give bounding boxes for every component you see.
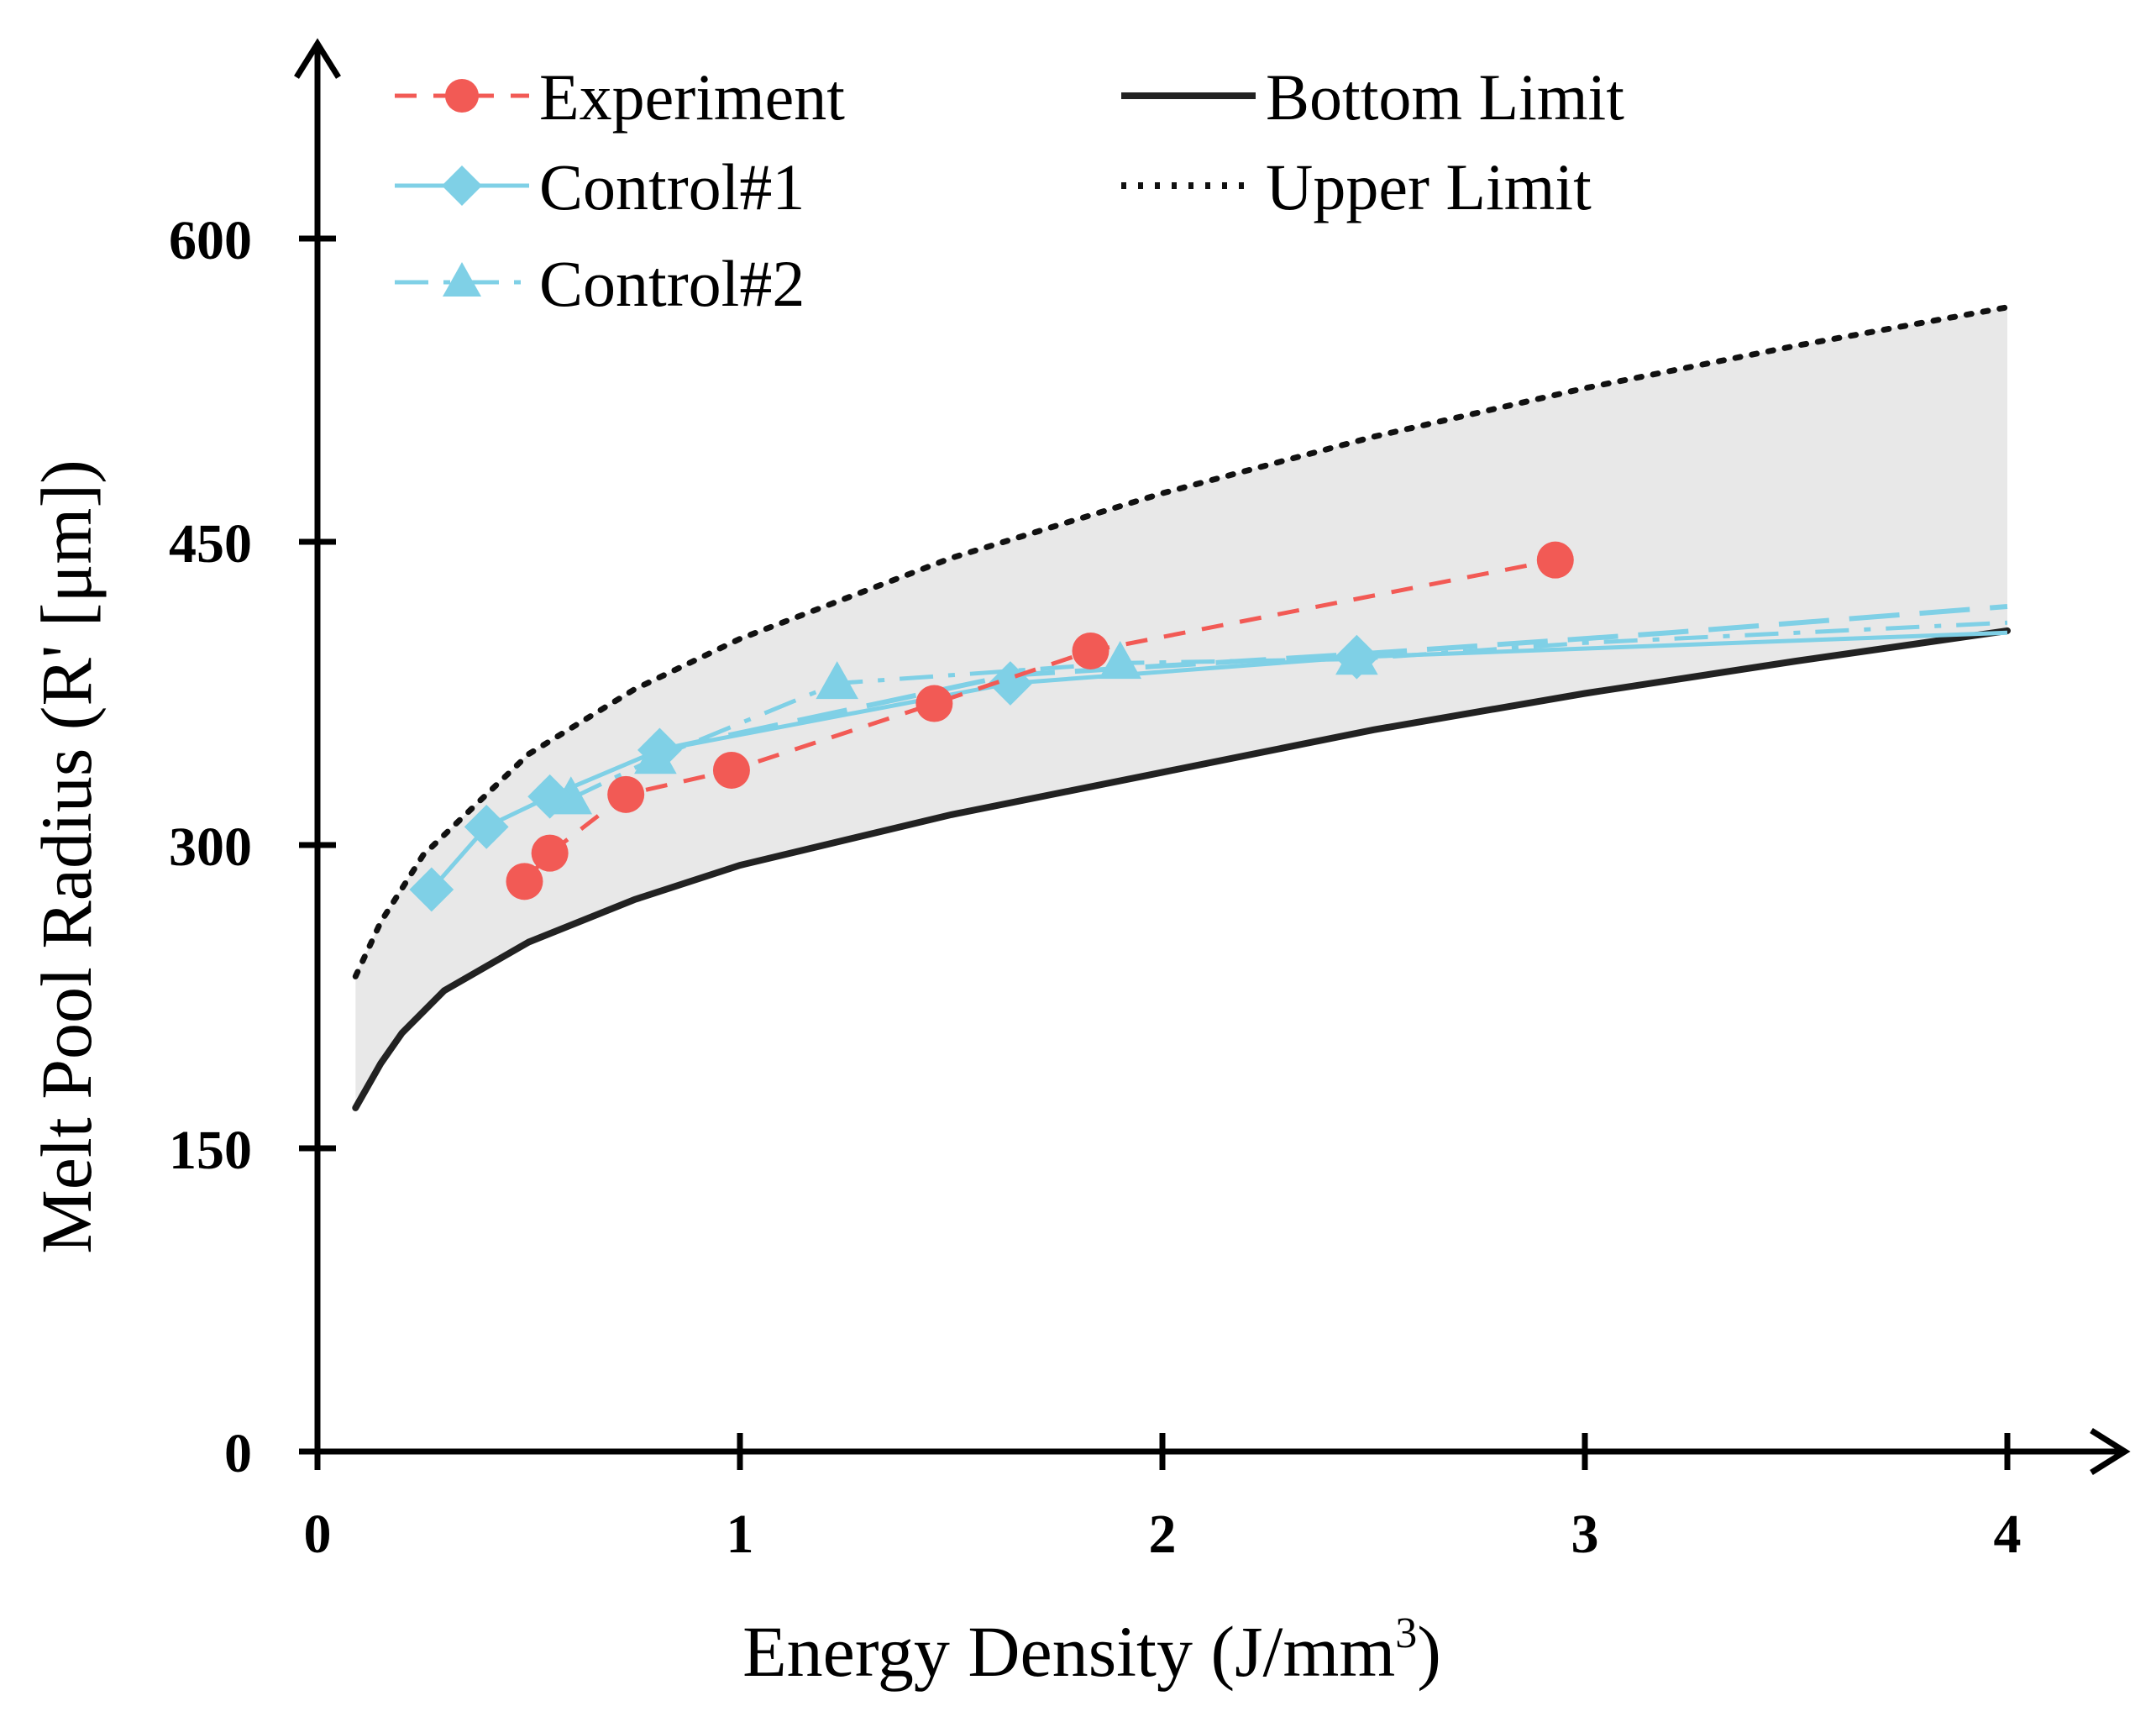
x-tick-label-1: 1 [727,1504,754,1565]
series-layer [409,541,2008,912]
legend-label-upper-limit: Upper Limit [1266,150,1592,223]
legend-label-experiment: Experiment [539,60,845,134]
experiment-point-0 [506,863,543,900]
control1-point-3 [637,727,682,773]
y-axis-arrow [294,38,341,79]
control2-point-2 [816,661,858,700]
x-tick-label-3: 3 [1571,1504,1599,1565]
legend-marker-experiment [445,79,479,113]
experiment-point-6 [1536,541,1574,579]
legend-marker-control2 [443,262,481,297]
control2-point-3 [1099,641,1141,680]
y-tick-label-2: 300 [169,816,252,878]
x-axis-title-close: ) [1417,1611,1441,1692]
y-tick-label-3: 450 [169,513,252,575]
experiment-point-4 [915,685,953,722]
legend-label-bottom-limit: Bottom Limit [1266,60,1624,134]
legend-label-control1: Control#1 [539,150,805,223]
upper-limit-line [352,304,2011,979]
control1-point-0 [409,867,454,912]
x-axis-title-sup: 3 [1395,1609,1417,1657]
x-tick-label-2: 2 [1149,1504,1177,1565]
control1-point-2 [527,774,573,819]
x-axis-title-main: Energy Density (J/mm [742,1611,1395,1692]
experiment-point-2 [607,775,645,813]
experiment-point-1 [531,834,569,872]
limits-layer [352,304,2011,1111]
y-tick-label-4: 600 [169,210,252,271]
x-tick-label-0: 0 [304,1504,332,1565]
experiment-point-3 [712,751,750,789]
control1-point-1 [464,804,509,849]
legend: Experiment Control#1 Control#2 Bottom Limit… [395,60,1624,320]
experiment-point-5 [1072,632,1109,669]
y-axis-title: Melt Pool Radius (R' [μm]) [26,459,107,1253]
limits-band [355,307,2007,1108]
x-axis-title: Energy Density (J/mm3) [742,1609,1441,1692]
axes-layer [294,38,2131,1475]
y-tick-label-1: 150 [169,1120,252,1181]
legend-marker-control1 [442,165,482,206]
legend-label-control2: Control#2 [539,247,805,320]
x-axis-arrow [2090,1428,2131,1475]
bottom-limit-line [352,627,2011,1111]
ticks-layer: 0 1 2 3 4 0 150 300 450 600 [169,210,2022,1565]
control1-point-5 [1334,634,1379,680]
x-tick-label-4: 4 [1994,1504,2022,1565]
band-layer [355,307,2007,1108]
y-tick-label-0: 0 [224,1423,252,1484]
